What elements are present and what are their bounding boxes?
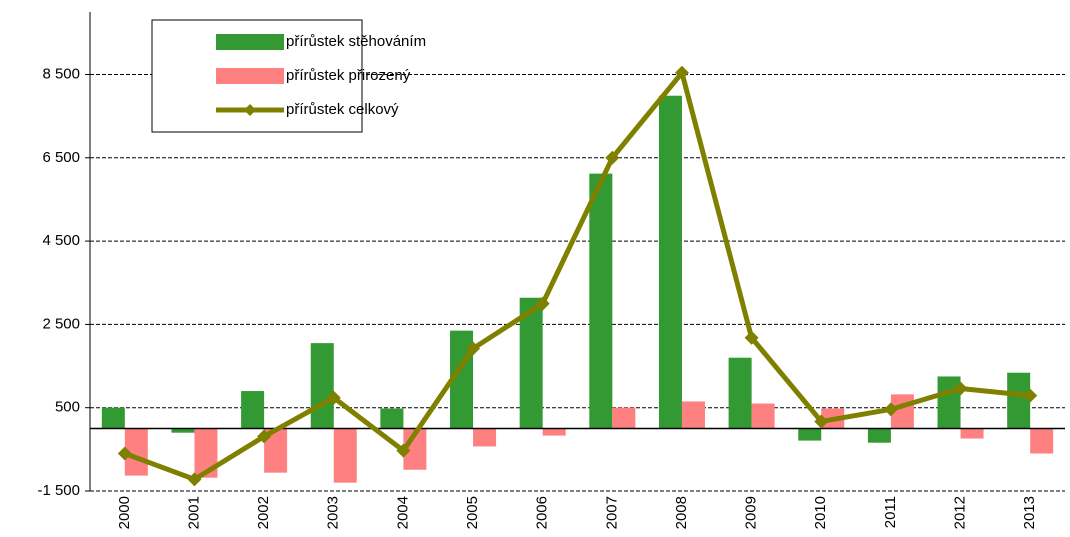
legend-label: přírůstek celkový (286, 101, 399, 118)
bar (867, 428, 891, 443)
y-tick-label: 8 500 (42, 65, 80, 82)
x-tick-label: 2007 (603, 496, 620, 529)
line-marker (953, 381, 968, 396)
bar (473, 428, 497, 447)
bar (310, 343, 334, 429)
x-tick-label: 2011 (882, 496, 899, 528)
bar (612, 407, 636, 429)
bar (380, 408, 404, 429)
legend-label: přírůstek stěhováním (286, 33, 426, 50)
y-tick-label: 500 (55, 399, 80, 416)
bar (589, 173, 613, 429)
line-marker (535, 296, 550, 311)
x-tick-label: 2003 (325, 496, 342, 529)
x-tick-label: 2013 (1021, 496, 1038, 529)
x-tick-label: 2000 (116, 496, 133, 529)
x-tick-label: 2009 (743, 496, 760, 529)
y-tick-label: 2 500 (42, 315, 80, 332)
x-tick-label: 2010 (812, 496, 829, 529)
x-tick-label: 2012 (952, 496, 969, 529)
bar (681, 401, 705, 429)
bar (241, 391, 265, 429)
legend-swatch (216, 68, 284, 84)
bar (960, 428, 984, 439)
legend: přírůstek stěhováním přírůstek přirozený p… (151, 19, 426, 133)
bar (519, 297, 543, 429)
line-series (123, 70, 1031, 482)
bar (194, 428, 218, 478)
legend-swatch (216, 34, 284, 50)
legend-label: přírůstek přirozený (286, 67, 411, 84)
x-tick-label: 2001 (185, 496, 202, 529)
bar (658, 95, 682, 429)
line-marker (187, 472, 202, 487)
line-marker (466, 341, 481, 356)
bar (1007, 372, 1031, 429)
y-tick-label: 6 500 (42, 149, 80, 166)
bar (728, 357, 752, 429)
bar (124, 428, 148, 476)
line-marker (396, 443, 411, 458)
line-marker (117, 446, 132, 461)
x-tick-label: 2008 (673, 496, 690, 529)
line-marker (744, 330, 759, 345)
x-tick-label: 2006 (534, 496, 551, 529)
line-marker (883, 402, 898, 417)
line-marker (257, 429, 272, 444)
line-marker (674, 65, 689, 80)
x-tick-label: 2002 (255, 496, 272, 529)
line-marker (326, 390, 341, 405)
line-marker (605, 150, 620, 165)
bar (1030, 428, 1054, 454)
x-tick-label: 2004 (394, 496, 411, 529)
bar (937, 376, 961, 429)
bar (171, 428, 195, 433)
bar (101, 407, 125, 429)
bar (798, 428, 822, 441)
x-tick-label: 2005 (464, 496, 481, 529)
bar (751, 403, 775, 429)
line-marker (1023, 388, 1038, 403)
bar (542, 428, 566, 436)
bar (333, 428, 357, 483)
y-tick-label: 4 500 (42, 232, 80, 249)
bar (264, 428, 288, 473)
legend-marker (244, 104, 256, 116)
line-marker (814, 414, 829, 429)
y-tick-label: -1 500 (37, 482, 80, 499)
